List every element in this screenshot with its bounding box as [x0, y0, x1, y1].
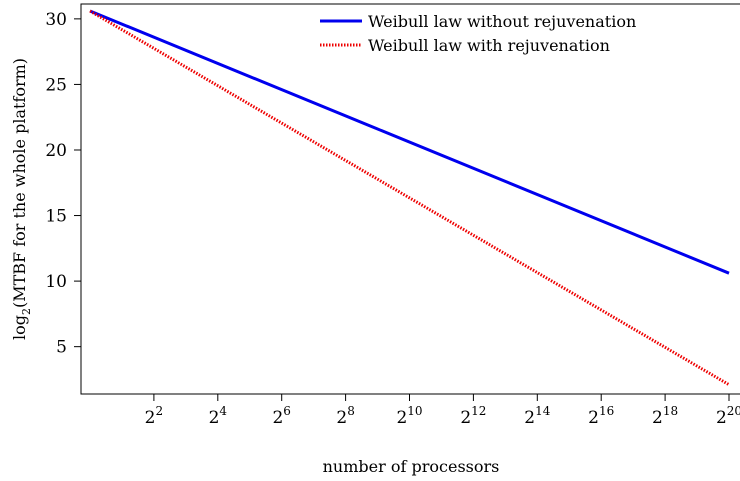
x-axis-ticks: 22 24 26 28 210 212 214 216 218 220: [145, 394, 740, 428]
series-layer: [89, 9, 730, 386]
x-tick-label: 220: [716, 404, 740, 428]
x-tick-label: 24: [209, 404, 228, 428]
x-tick-label: 214: [524, 404, 550, 428]
x-tick-label: 218: [652, 404, 678, 428]
plot-frame: [80, 3, 740, 395]
y-tick-label: 30: [45, 10, 67, 30]
y-tick-label: 5: [56, 338, 67, 358]
y-tick-label: 10: [45, 272, 67, 292]
y-axis-label: log2(MTBF for the whole platform): [10, 58, 33, 340]
legend: Weibull law without rejuvenation Weibull…: [320, 12, 636, 55]
x-tick-label: 212: [460, 404, 486, 428]
legend-label-without-rejuvenation: Weibull law without rejuvenation: [368, 12, 636, 31]
y-tick-label: 25: [45, 75, 67, 95]
series-line-with-rejuvenation: [89, 9, 730, 386]
x-tick-label: 216: [588, 404, 614, 428]
x-axis-label: number of processors: [323, 457, 500, 476]
x-tick-label: 22: [145, 404, 163, 428]
x-tick-label: 28: [336, 404, 354, 428]
x-tick-label: 210: [396, 404, 422, 428]
y-tick-label: 20: [45, 141, 67, 161]
legend-label-with-rejuvenation: Weibull law with rejuvenation: [368, 36, 610, 55]
x-tick-label: 26: [272, 404, 290, 428]
series-line-without-rejuvenation: [89, 9, 730, 275]
y-tick-label: 15: [45, 207, 67, 227]
y-axis-ticks: 5 10 15 20 25 30: [45, 10, 81, 358]
